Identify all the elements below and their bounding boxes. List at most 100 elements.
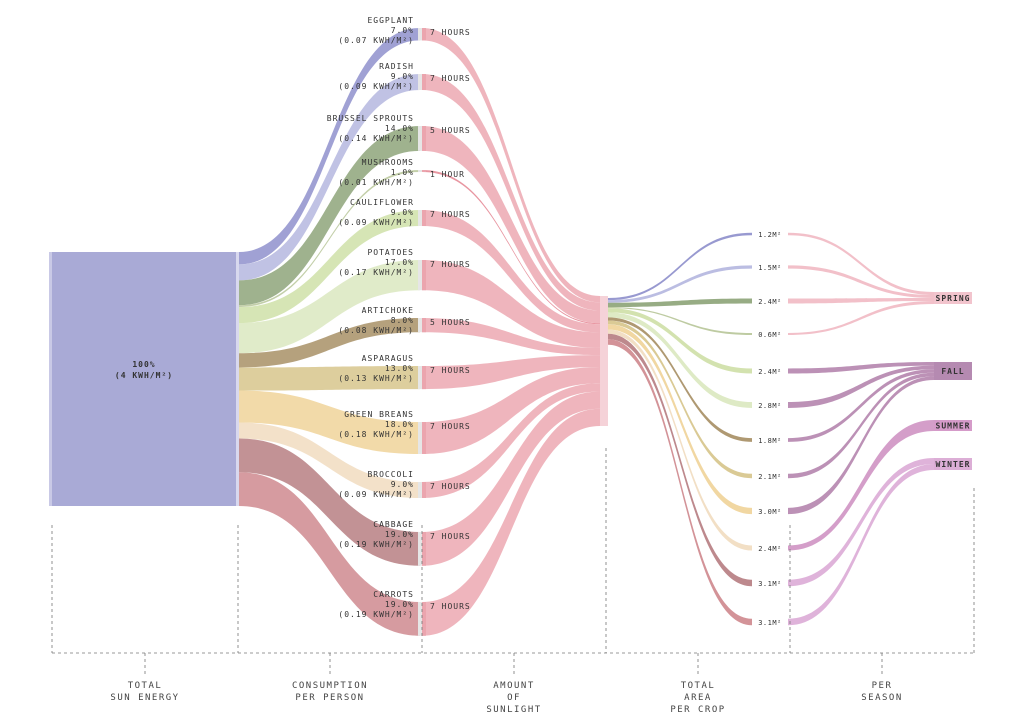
consumption-flow xyxy=(239,28,420,265)
hours-label: 7 HOURS xyxy=(430,260,471,269)
axis-label-line3: PER CROP xyxy=(670,705,725,715)
crop-kwh: (0.09 KWH/M²) xyxy=(338,82,414,91)
area-flow xyxy=(608,312,752,408)
crop-percent: 1.0% xyxy=(391,168,414,177)
hours-node xyxy=(422,602,426,636)
crop-kwh: (0.17 KWH/M²) xyxy=(338,268,414,277)
season-flow xyxy=(788,298,934,304)
consumption-flow xyxy=(239,438,420,566)
area-label: 2.4M² xyxy=(758,298,782,306)
consumption-flow xyxy=(239,260,420,354)
consumption-flow xyxy=(239,366,420,391)
crop-percent: 19.0% xyxy=(385,530,414,539)
hours-node xyxy=(422,126,426,151)
crop-name: EGGPLANT xyxy=(367,16,414,25)
season-flow xyxy=(788,365,934,408)
hours-node xyxy=(422,532,426,566)
crop-percent: 14.0% xyxy=(385,124,414,133)
sunlight-flow xyxy=(422,408,600,636)
sunlight-flow xyxy=(422,170,600,325)
area-flow xyxy=(608,333,752,587)
crop-percent: 9.0% xyxy=(391,480,414,489)
season-node-spring xyxy=(934,292,972,304)
area-flow xyxy=(608,339,752,626)
consumption-node xyxy=(418,74,422,90)
season-flow xyxy=(788,369,934,442)
crop-percent: 18.0% xyxy=(385,420,414,429)
area-flow xyxy=(608,232,752,301)
sunlight-flow xyxy=(422,391,600,566)
hours-node xyxy=(422,422,426,454)
season-flow xyxy=(788,362,934,374)
crop-name: MUSHROOMS xyxy=(362,158,414,167)
season-label-fall: FALL xyxy=(941,367,964,376)
crop-kwh: (0.01 KWH/M²) xyxy=(338,178,414,187)
total-kwh: (4 KWH/M²) xyxy=(115,371,173,380)
axis-label-line2: SEASON xyxy=(861,693,903,703)
area-label: 0.6M² xyxy=(758,331,782,339)
area-flow xyxy=(608,317,752,442)
consumption-node xyxy=(418,28,422,41)
hours-node xyxy=(422,210,426,226)
area-label: 3.1M² xyxy=(758,580,782,588)
hours-node xyxy=(422,260,426,291)
sunlight-flow xyxy=(422,366,600,454)
area-flow xyxy=(608,308,752,374)
crop-percent: 9.0% xyxy=(391,208,414,217)
hours-label: 7 HOURS xyxy=(430,602,471,611)
hours-label: 7 HOURS xyxy=(430,210,471,219)
season-label-summer: SUMMER xyxy=(936,422,971,431)
hours-label: 1 HOUR xyxy=(430,170,465,179)
hours-node xyxy=(422,482,426,498)
hours-node xyxy=(422,170,426,172)
crop-kwh: (0.18 KWH/M²) xyxy=(338,430,414,439)
sunlight-flow xyxy=(422,74,600,311)
consumption-flow xyxy=(239,318,420,368)
consumption-node xyxy=(418,318,422,333)
total-percent: 100% xyxy=(132,360,155,369)
consumption-node xyxy=(418,422,422,454)
season-label-spring: SPRING xyxy=(936,294,971,303)
season-node-summer xyxy=(934,420,972,431)
sunlight-merge-node xyxy=(600,296,608,426)
crop-name: CARROTS xyxy=(373,590,414,599)
crop-percent: 19.0% xyxy=(385,600,414,609)
area-label: 2.4M² xyxy=(758,545,782,553)
hours-label: 7 HOURS xyxy=(430,482,471,491)
hours-node xyxy=(422,74,426,90)
area-label: 1.8M² xyxy=(758,437,782,445)
area-label: 1.2M² xyxy=(758,231,782,239)
season-node-fall xyxy=(934,362,972,380)
consumption-flow xyxy=(239,422,420,498)
area-flow xyxy=(608,320,752,479)
crop-name: CABBAGE xyxy=(373,520,414,529)
area-label: 1.5M² xyxy=(758,264,782,272)
crop-kwh: (0.08 KWH/M²) xyxy=(338,326,414,335)
source-node-edge xyxy=(236,252,239,506)
sunlight-flow xyxy=(422,383,600,498)
hours-label: 7 HOURS xyxy=(430,74,471,83)
axis-label-line1: TOTAL xyxy=(681,681,716,691)
consumption-node xyxy=(418,366,422,390)
hours-label: 7 HOURS xyxy=(430,422,471,431)
consumption-node xyxy=(418,170,422,172)
crop-name: ASPARAGUS xyxy=(362,354,414,363)
season-flow xyxy=(788,464,934,626)
axis-label-line1: TOTAL xyxy=(128,681,163,691)
axis-label-line3: SUNLIGHT xyxy=(486,705,541,715)
consumption-flow xyxy=(239,472,420,636)
hours-node xyxy=(422,28,426,41)
consumption-node xyxy=(418,260,422,291)
hours-label: 7 HOURS xyxy=(430,532,471,541)
area-label: 2.4M² xyxy=(758,368,782,376)
season-flow xyxy=(788,458,934,587)
area-label: 2.8M² xyxy=(758,402,782,410)
crop-percent: 7.0% xyxy=(391,26,414,35)
hours-node xyxy=(422,366,426,390)
sunlight-flow xyxy=(422,260,600,348)
hours-label: 7 HOURS xyxy=(430,366,471,375)
consumption-flow xyxy=(239,126,420,306)
axis-label-line1: CONSUMPTION xyxy=(292,681,368,691)
sunlight-flow xyxy=(422,210,600,333)
